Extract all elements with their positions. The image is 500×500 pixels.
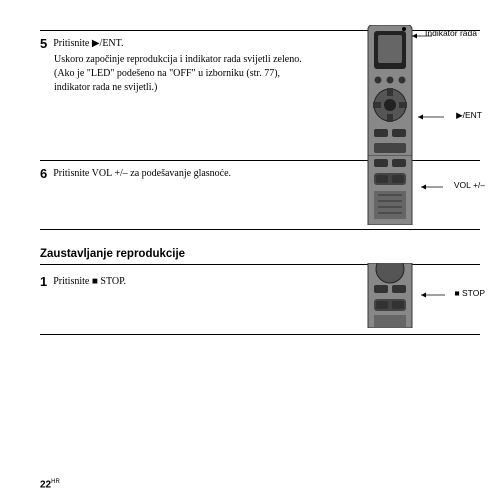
label-vol: VOL +/– — [454, 180, 485, 190]
device-illustration-mid — [360, 155, 420, 225]
step-5-num: 5 — [40, 37, 47, 50]
label-stop: ■ STOP — [455, 288, 486, 298]
device-illustration-bottom — [360, 263, 420, 328]
section-step-6: 6 Pritisnite VOL +/– za podešavanje glas… — [40, 160, 480, 230]
callout-ent: ▶/ENT — [456, 111, 482, 120]
label-ent: ▶/ENT — [456, 110, 482, 120]
page-num-val: 22 — [40, 479, 51, 490]
section-step-5: 5 Pritisnite ▶/ENT. Uskoro započinje rep… — [40, 30, 480, 160]
callout-stop: ■ STOP — [455, 289, 486, 298]
step-6-text: Pritisnite VOL +/– za podešavanje glasno… — [53, 167, 231, 181]
step-5-desc: Uskoro započinje reprodukcija i indikato… — [54, 53, 304, 95]
callout-indikator: Indikator rada — [425, 29, 480, 38]
step-6-num: 6 — [40, 167, 47, 180]
callout-vol: VOL +/– — [454, 181, 485, 190]
label-indikator: Indikator rada — [425, 28, 477, 38]
device-illustration-top — [360, 25, 420, 165]
step-1-num: 1 — [40, 275, 47, 288]
step-5-text: Pritisnite ▶/ENT. — [53, 37, 123, 51]
page-num-sup: HR — [51, 479, 60, 485]
page-number: 22HR — [40, 479, 60, 490]
section-step-1: 1 Pritisnite ■ STOP. ■ STOP — [40, 265, 480, 335]
step-1-text: Pritisnite ■ STOP. — [53, 275, 126, 289]
